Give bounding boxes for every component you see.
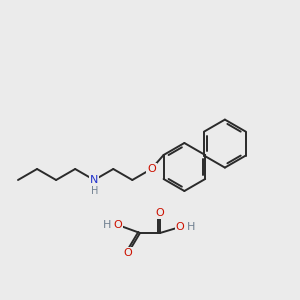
Text: H: H <box>187 222 195 232</box>
Text: O: O <box>176 222 184 232</box>
Text: H: H <box>91 186 98 196</box>
Text: O: O <box>147 164 156 174</box>
Text: N: N <box>90 175 98 185</box>
Text: O: O <box>124 248 132 258</box>
Text: H: H <box>103 220 111 230</box>
Text: O: O <box>114 220 122 230</box>
Text: O: O <box>156 208 164 218</box>
